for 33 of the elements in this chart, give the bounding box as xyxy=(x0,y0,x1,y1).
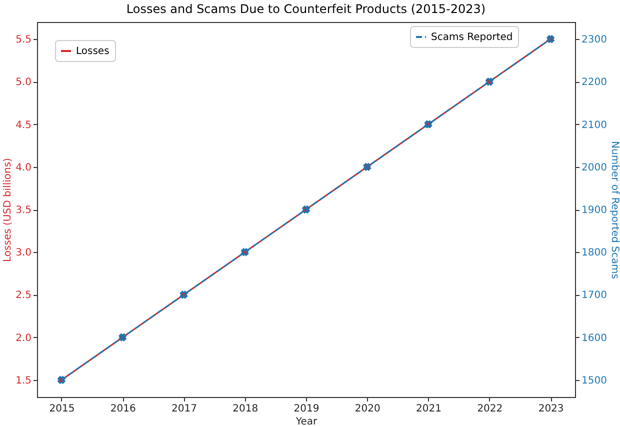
y-tick-label: 4.5 xyxy=(16,120,32,131)
y2-tick-label: 1600 xyxy=(582,332,607,344)
y2-tick-label: 1800 xyxy=(582,248,607,259)
y2-tick-label: 1900 xyxy=(582,205,607,216)
x-tick-label: 2022 xyxy=(477,404,503,414)
y2-axis-title: Number of Reported Scams xyxy=(608,141,620,279)
legend-label: Scams Reported xyxy=(431,32,513,43)
x-tick-label: 2019 xyxy=(294,404,320,414)
y-axis-title: Losses (USD billions) xyxy=(2,158,14,262)
x-tick-label: 2015 xyxy=(49,404,75,414)
y-tick-label: 1.5 xyxy=(16,375,32,386)
y2-tick-label: 2200 xyxy=(582,77,607,88)
y-tick-label: 5.5 xyxy=(16,34,32,46)
x-axis-title: Year xyxy=(294,416,318,426)
legend-label: Losses xyxy=(76,46,110,57)
y2-tick-label: 1500 xyxy=(582,375,607,386)
y2-tick-label: 2000 xyxy=(582,162,607,174)
y-tick-label: 5.0 xyxy=(16,77,32,88)
x-tick-label: 2023 xyxy=(538,404,564,414)
y-tick-label: 3.0 xyxy=(16,248,32,259)
y-tick-label: 2.5 xyxy=(16,290,32,302)
x-tick-label: 2018 xyxy=(232,404,258,414)
y-tick-label: 2.0 xyxy=(16,332,32,344)
y2-tick-label: 2300 xyxy=(582,34,607,46)
y-tick-label: 4.0 xyxy=(16,162,32,174)
y-tick-label: 3.5 xyxy=(16,205,32,216)
x-tick-label: 2017 xyxy=(172,404,197,414)
y2-tick-label: 2100 xyxy=(582,120,607,131)
x-tick-label: 2016 xyxy=(110,404,136,414)
y2-tick-label: 1700 xyxy=(582,290,607,302)
chart-title: Losses and Scams Due to Counterfeit Products (2015-2023) xyxy=(126,2,486,16)
x-tick-label: 2020 xyxy=(354,404,380,414)
x-tick-label: 2021 xyxy=(416,404,442,414)
